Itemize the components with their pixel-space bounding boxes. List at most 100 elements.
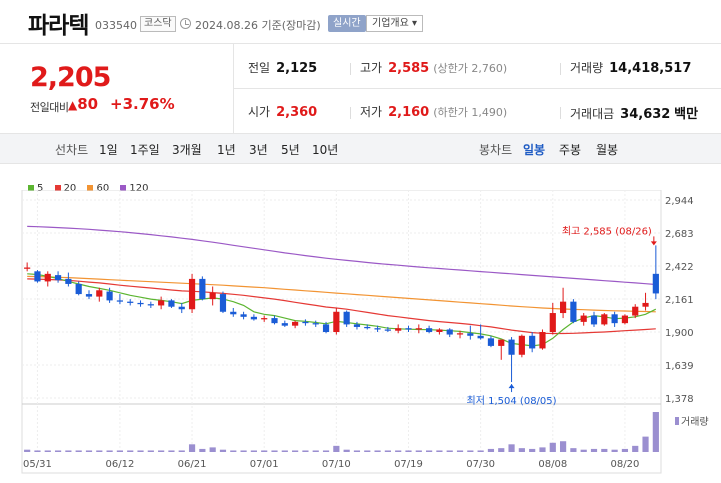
volume-bar <box>54 450 62 452</box>
stat-amount: 거래대금 34,632 백만 <box>570 103 698 122</box>
y-tick-label: 2,161 <box>665 295 694 306</box>
company-overview-button[interactable]: 기업개요 ▾ <box>366 15 423 32</box>
candle-body <box>147 304 154 306</box>
volume-bar <box>539 447 546 452</box>
volume-bar <box>127 450 134 452</box>
volume-bar <box>590 448 598 452</box>
volume-bar <box>230 450 237 452</box>
candle-daily[interactable]: 일봉 <box>523 143 546 157</box>
candle-body <box>219 294 227 312</box>
candle-body <box>549 313 556 332</box>
divider <box>350 107 351 119</box>
volume-bar <box>601 448 608 452</box>
period-1w[interactable]: 1주일 <box>130 143 160 157</box>
candle-body <box>508 339 515 355</box>
volume-bar <box>209 447 216 452</box>
change-percent: +3.76% <box>110 95 175 113</box>
candle-body <box>302 321 309 324</box>
stat-low: 저가 2,160 (하한가 1,490) <box>360 103 507 120</box>
period-toolbar: 선차트 1일 1주일 3개월 1년 3년 5년 10년 봉차트 일봉 주봉 월봉 <box>0 134 721 164</box>
volume-bar <box>446 450 453 452</box>
candle-weekly[interactable]: 주봉 <box>559 143 582 157</box>
volume-bar <box>642 436 649 452</box>
volume-bar <box>106 450 113 452</box>
period-5y[interactable]: 5년 <box>281 143 300 157</box>
candle-body <box>621 315 629 324</box>
volume-bar <box>312 450 319 452</box>
candle-body <box>271 318 278 324</box>
candle-body <box>529 335 536 349</box>
stat-value: 14,418,517 <box>609 61 692 76</box>
realtime-button[interactable]: 실시간 <box>328 15 366 32</box>
stat-label: 거래량 <box>570 61 604 75</box>
volume-bar <box>621 448 629 452</box>
y-tick-label: 2,422 <box>665 262 694 273</box>
candle-body <box>384 329 391 331</box>
candle-body <box>426 328 433 332</box>
candle-body <box>642 302 649 307</box>
candle-body <box>106 291 113 301</box>
volume-bar <box>292 450 299 452</box>
candle-body <box>230 311 237 315</box>
max-arrowhead-icon <box>650 241 657 246</box>
legend-ma5: 5 <box>28 183 43 194</box>
candle-body <box>570 301 577 322</box>
ma5-line <box>27 273 657 347</box>
volume-bar <box>580 449 587 452</box>
volume-bar <box>219 449 227 452</box>
stat-label: 거래대금 <box>570 107 615 121</box>
legend-ma60: 60 <box>87 183 109 194</box>
candle-body <box>96 290 103 297</box>
period-1d[interactable]: 1일 <box>99 143 118 157</box>
stat-label: 시가 <box>248 105 271 119</box>
legend-label: 60 <box>96 183 110 194</box>
candle-body <box>467 333 474 336</box>
stat-value: 2,125 <box>276 61 318 76</box>
volume-bar <box>85 450 93 452</box>
volume-bar <box>374 450 381 452</box>
candle-body <box>436 329 443 332</box>
candle-body <box>24 267 31 269</box>
upper-limit: (상한가 2,760) <box>433 62 508 75</box>
stat-value: 2,585 <box>388 61 430 76</box>
candle-body <box>178 306 185 310</box>
volume-bar <box>456 450 464 452</box>
volume-bar <box>271 450 278 452</box>
volume-bar <box>611 449 618 452</box>
candle-body <box>54 275 62 281</box>
date-value: 2024.08.26 <box>195 19 258 32</box>
volume-bar <box>24 449 31 452</box>
x-tick-label: 05/31 <box>23 459 52 470</box>
y-tick-label: 2,944 <box>665 196 694 207</box>
candle-body <box>158 300 165 306</box>
stat-label: 고가 <box>360 61 383 75</box>
period-10y[interactable]: 10년 <box>312 143 339 157</box>
volume-bar <box>364 450 371 452</box>
volume-bar <box>322 450 330 452</box>
volume-bar <box>405 450 412 452</box>
period-3m[interactable]: 3개월 <box>172 143 202 157</box>
candle-body <box>395 328 402 331</box>
x-tick-label: 08/08 <box>538 459 567 470</box>
x-tick-label: 07/19 <box>394 459 423 470</box>
stock-header: 파라텍 033540 코스닥 2024.08.26 기준(장마감) 실시간 기업… <box>0 0 721 44</box>
legend-swatch <box>28 185 34 191</box>
candlestick-chart[interactable]: 05/31 06/12 06/21 07/01 07/10 07/19 07/30 08/08… <box>0 190 721 483</box>
candle-monthly[interactable]: 월봉 <box>596 143 619 157</box>
candle-body <box>44 273 51 282</box>
quote-date: 2024.08.26 기준(장마감) <box>195 17 321 33</box>
candle-body <box>601 314 608 325</box>
candle-body <box>446 329 453 335</box>
change-label: 전일대비 <box>30 101 69 114</box>
candle-body <box>456 333 464 335</box>
change-value: ▲80 <box>68 95 98 113</box>
period-3y[interactable]: 3년 <box>249 143 268 157</box>
candle-body <box>559 301 567 314</box>
volume-bar <box>147 450 154 452</box>
clock-icon <box>180 18 191 29</box>
volume-bar <box>75 450 82 452</box>
period-1y[interactable]: 1년 <box>217 143 236 157</box>
candle-body <box>85 294 93 297</box>
stat-value: 34,632 <box>620 107 671 122</box>
ma-legend: 5 20 60 120 <box>28 183 157 194</box>
